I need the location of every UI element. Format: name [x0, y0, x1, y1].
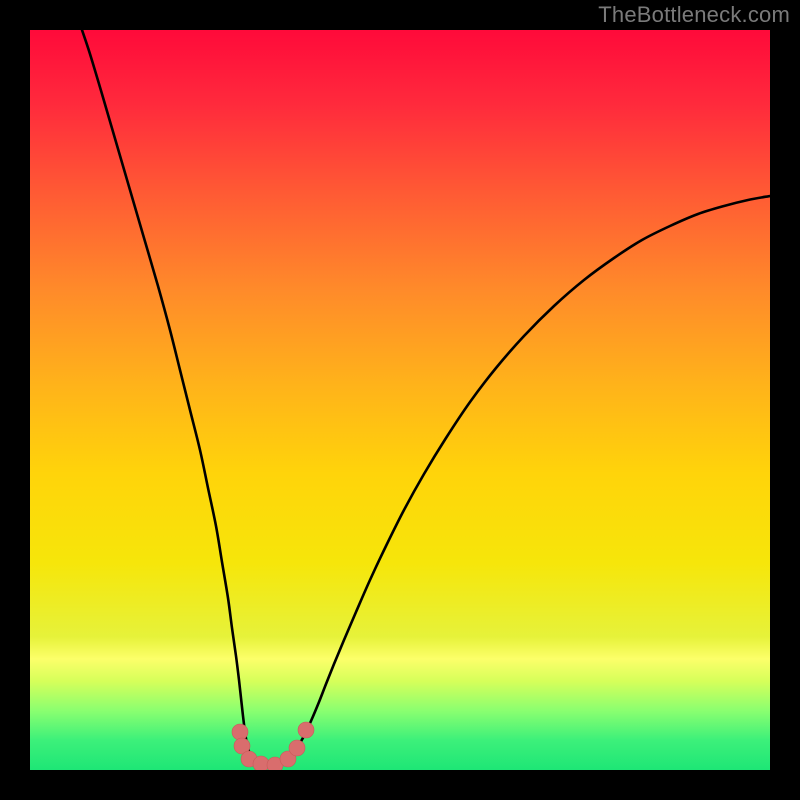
chart-background [30, 30, 770, 770]
watermark-text: TheBottleneck.com [598, 2, 790, 28]
marker-point [232, 724, 248, 740]
marker-point [253, 756, 269, 770]
marker-point [298, 722, 314, 738]
chart-frame: TheBottleneck.com [0, 0, 800, 800]
marker-point [289, 740, 305, 756]
chart-svg [30, 30, 770, 770]
plot-area [30, 30, 770, 770]
